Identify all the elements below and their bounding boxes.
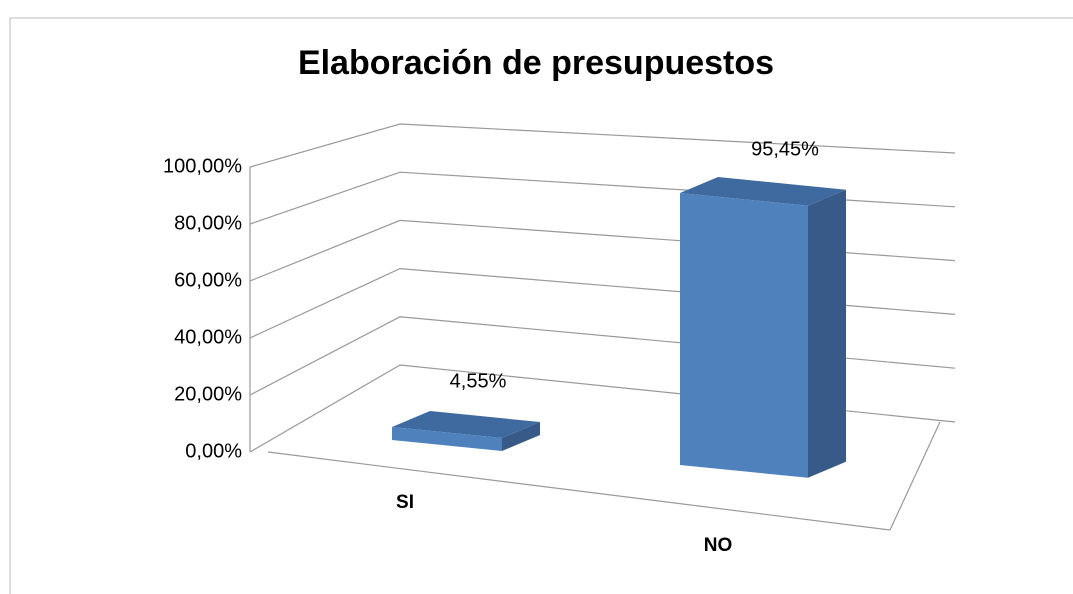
bar-top — [392, 411, 540, 439]
bar-side — [808, 189, 846, 478]
chart-border — [9, 17, 1073, 594]
y-tick-label: 80,00% — [174, 212, 242, 234]
data-label: 95,45% — [751, 138, 819, 160]
y-tick-label: 40,00% — [174, 326, 242, 348]
grid-line — [249, 219, 956, 282]
chart-title: Elaboración de presupuestos — [298, 44, 774, 82]
x-tick-label: SI — [396, 492, 414, 513]
bar-side — [502, 422, 540, 451]
x-tick-label: NO — [704, 535, 733, 556]
y-tick-label: 60,00% — [174, 269, 242, 291]
walls — [249, 167, 941, 531]
data-label: 4,55% — [450, 370, 507, 392]
grid-line — [249, 267, 956, 339]
bar — [392, 427, 502, 451]
y-tick-label: 20,00% — [174, 383, 242, 405]
grid-line — [249, 364, 956, 453]
y-tick-label: 0,00% — [185, 440, 242, 462]
y-tick-label: 100,00% — [163, 155, 242, 177]
bar — [680, 192, 808, 478]
grid-line — [249, 123, 956, 168]
bar-top — [680, 176, 846, 206]
grid-line — [249, 171, 956, 225]
grid-line — [249, 316, 956, 396]
